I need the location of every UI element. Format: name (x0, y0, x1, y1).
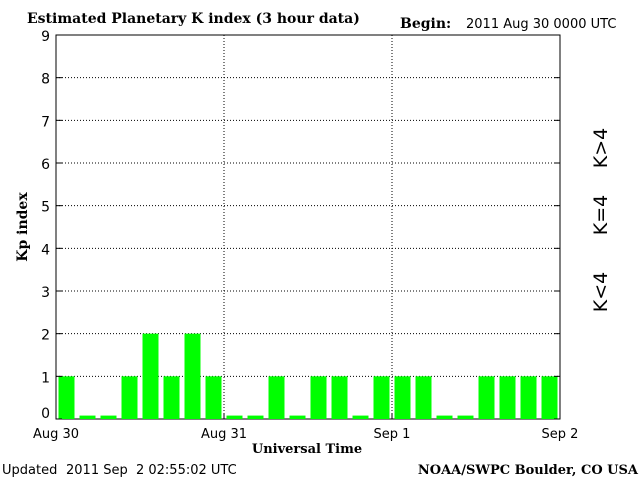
kp-bar (352, 415, 369, 419)
kp-bar (142, 333, 159, 419)
chart-title: Estimated Planetary K index (3 hour data… (27, 11, 360, 27)
y-tick-label: 7 (41, 114, 50, 130)
kp-bar (163, 376, 180, 419)
kp-bar (289, 415, 306, 419)
begin-value: 2011 Aug 30 0000 UTC (466, 17, 616, 32)
y-tick-label: 1 (41, 370, 50, 386)
plot-frame (55, 34, 561, 420)
grid-lines (56, 35, 560, 419)
updated-label: Updated (2, 463, 57, 478)
y-tick-label: 8 (41, 72, 50, 88)
y-tick-label: 5 (41, 200, 50, 216)
y-tick-label: 2 (41, 328, 50, 344)
kp-bar (394, 376, 411, 419)
kp-bar (226, 415, 243, 419)
kp-bar (541, 376, 558, 419)
updated-value: 2011 Sep 2 02:55:02 UTC (66, 463, 237, 478)
begin-label: Begin: (400, 16, 451, 32)
y-axis-label: Kp index (15, 192, 31, 262)
kp-bar (436, 415, 453, 419)
x-tick-label: Aug 31 (201, 427, 247, 442)
legend-low: K<4 (590, 272, 612, 312)
kp-bar (310, 376, 327, 419)
y-tick-label: 9 (41, 29, 50, 45)
bar-series (58, 333, 558, 419)
kp-bar (415, 376, 432, 419)
kp-bar (58, 376, 75, 419)
kp-bar (499, 376, 516, 419)
kp-bar (121, 376, 138, 419)
kp-bar (331, 376, 348, 419)
x-tick-label: Sep 2 (542, 427, 579, 442)
kp-bar (100, 415, 117, 419)
x-tick-label: Sep 1 (374, 427, 411, 442)
kp-bar (184, 333, 201, 419)
kp-bar (520, 376, 537, 419)
kp-bar (268, 376, 285, 419)
kp-bar (247, 415, 264, 419)
y-tick-label: 0 (41, 406, 50, 422)
y-tick-label: 6 (41, 157, 50, 173)
legend-equal: K=4 (590, 195, 612, 235)
y-axis-ticks: 0 1 2 3 4 5 6 7 8 9 (41, 29, 560, 422)
kp-bar (478, 376, 495, 419)
x-axis-ticks: Aug 30 Aug 31 Sep 1 Sep 2 (33, 413, 578, 442)
kp-bar (457, 415, 474, 419)
kp-bar (373, 376, 390, 419)
x-axis-label: Universal Time (252, 442, 362, 457)
x-tick-label: Aug 30 (33, 427, 79, 442)
legend-high: K>4 (590, 128, 612, 168)
kp-bar (205, 376, 222, 419)
kp-bar (79, 415, 96, 419)
y-tick-label: 3 (41, 285, 50, 301)
source-credit: NOAA/SWPC Boulder, CO USA (418, 463, 639, 478)
y-tick-label: 4 (41, 242, 50, 258)
plot-area: 0 1 2 3 4 5 6 7 8 9 Aug 30 Aug 31 Sep 1 Sep 2 (33, 29, 578, 442)
